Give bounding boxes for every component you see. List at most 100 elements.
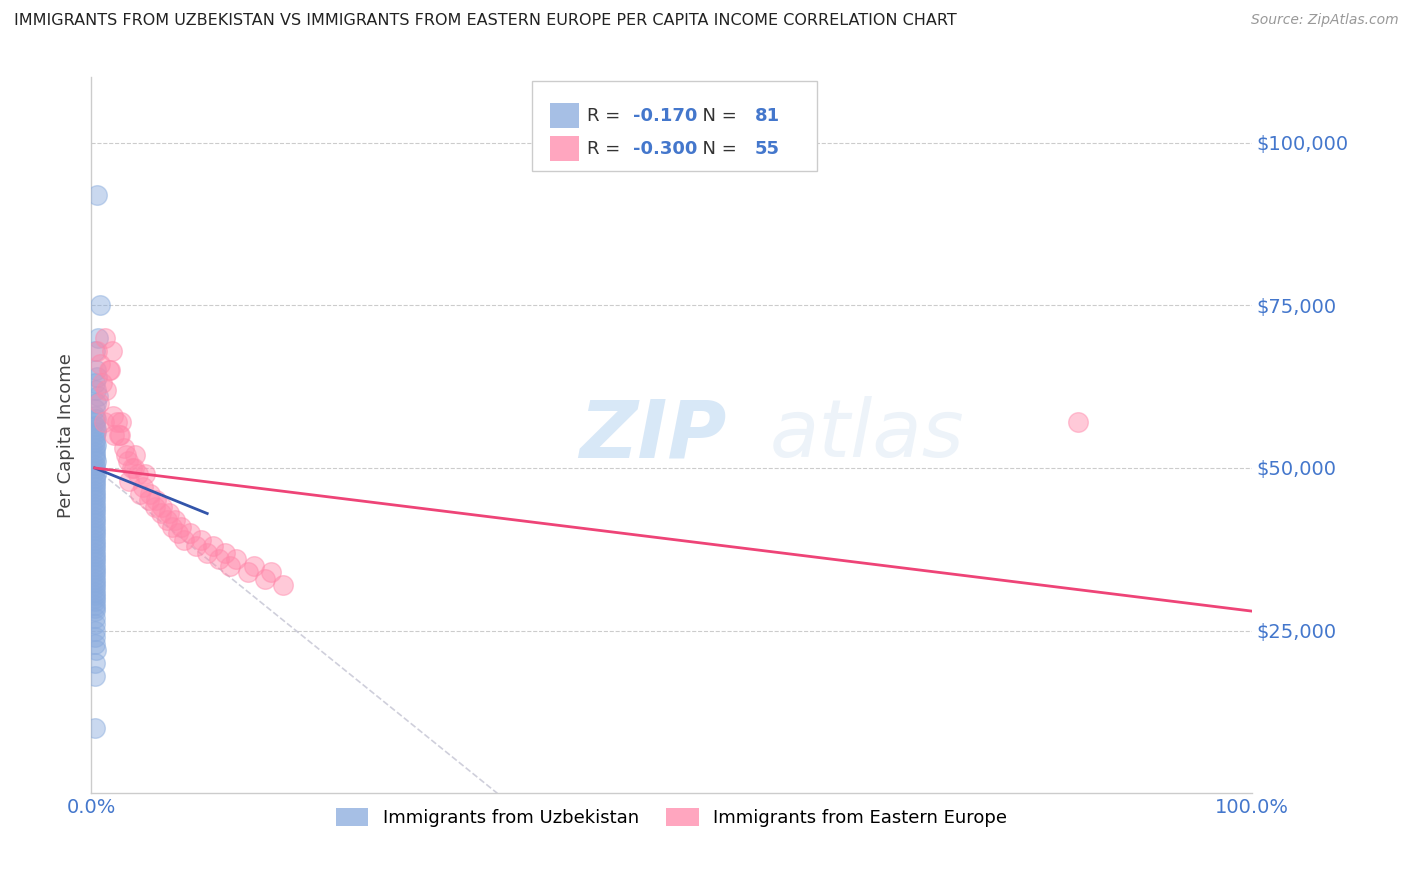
Immigrants from Eastern Europe [127, 467, 149, 482]
Immigrants from Eastern Europe [139, 487, 162, 501]
Immigrants from Uzbekistan [83, 721, 105, 735]
Immigrants from Eastern Europe [150, 500, 173, 514]
Immigrants from Uzbekistan [83, 591, 105, 606]
Immigrants from Eastern Europe [96, 383, 118, 397]
Immigrants from Uzbekistan [83, 507, 105, 521]
Text: 81: 81 [755, 107, 780, 125]
Immigrants from Eastern Europe [103, 409, 125, 423]
Immigrants from Uzbekistan [83, 624, 105, 638]
Immigrants from Eastern Europe [108, 428, 131, 442]
Immigrants from Uzbekistan [83, 600, 105, 615]
Immigrants from Uzbekistan [83, 562, 105, 576]
Immigrants from Eastern Europe [184, 539, 207, 553]
Immigrants from Uzbekistan [83, 545, 105, 559]
Immigrants from Eastern Europe [105, 416, 128, 430]
Immigrants from Uzbekistan [83, 500, 105, 514]
Immigrants from Uzbekistan [83, 617, 105, 632]
Immigrants from Eastern Europe [97, 363, 120, 377]
Immigrants from Uzbekistan [84, 438, 107, 452]
Immigrants from Eastern Europe [254, 572, 277, 586]
Immigrants from Eastern Europe [1067, 416, 1090, 430]
Immigrants from Eastern Europe [225, 552, 247, 566]
Immigrants from Uzbekistan [83, 519, 105, 533]
Immigrants from Eastern Europe [121, 461, 143, 475]
Immigrants from Eastern Europe [117, 454, 139, 468]
Immigrants from Uzbekistan [83, 598, 105, 612]
Immigrants from Uzbekistan [83, 568, 105, 582]
Immigrants from Uzbekistan [83, 669, 105, 683]
Immigrants from Uzbekistan [86, 187, 108, 202]
Immigrants from Uzbekistan [83, 503, 105, 517]
Immigrants from Uzbekistan [83, 416, 105, 430]
Immigrants from Eastern Europe [129, 487, 152, 501]
Immigrants from Uzbekistan [83, 490, 105, 504]
Immigrants from Eastern Europe [149, 507, 172, 521]
Immigrants from Uzbekistan [83, 516, 105, 531]
Y-axis label: Per Capita Income: Per Capita Income [58, 353, 75, 518]
Immigrants from Uzbekistan [86, 369, 108, 384]
Immigrants from Uzbekistan [83, 552, 105, 566]
Immigrants from Uzbekistan [84, 383, 107, 397]
Immigrants from Eastern Europe [162, 519, 184, 533]
Immigrants from Eastern Europe [138, 493, 160, 508]
Immigrants from Uzbekistan [83, 529, 105, 543]
Immigrants from Uzbekistan [83, 656, 105, 670]
Immigrants from Eastern Europe [173, 533, 195, 547]
Immigrants from Uzbekistan [83, 434, 105, 449]
Immigrants from Eastern Europe [108, 428, 131, 442]
Immigrants from Eastern Europe [101, 343, 124, 358]
Immigrants from Eastern Europe [202, 539, 225, 553]
Immigrants from Uzbekistan [83, 558, 105, 573]
Immigrants from Uzbekistan [84, 454, 107, 468]
Immigrants from Uzbekistan [83, 432, 105, 446]
Immigrants from Eastern Europe [103, 428, 125, 442]
Immigrants from Uzbekistan [84, 422, 107, 436]
Immigrants from Uzbekistan [83, 464, 105, 478]
Immigrants from Eastern Europe [145, 493, 167, 508]
Immigrants from Eastern Europe [143, 500, 166, 514]
Immigrants from Uzbekistan [87, 389, 110, 403]
Immigrants from Uzbekistan [83, 604, 105, 618]
Bar [550, 136, 579, 161]
Immigrants from Eastern Europe [195, 545, 218, 559]
Immigrants from Eastern Europe [167, 526, 190, 541]
FancyBboxPatch shape [533, 81, 817, 170]
Immigrants from Uzbekistan [83, 451, 105, 466]
Immigrants from Uzbekistan [83, 572, 105, 586]
Immigrants from Uzbekistan [83, 458, 105, 472]
Immigrants from Uzbekistan [83, 444, 105, 458]
Immigrants from Uzbekistan [83, 428, 105, 442]
Immigrants from Eastern Europe [179, 526, 201, 541]
Immigrants from Uzbekistan [83, 526, 105, 541]
Immigrants from Eastern Europe [132, 480, 155, 494]
Immigrants from Uzbekistan [83, 477, 105, 491]
Immigrants from Uzbekistan [84, 396, 107, 410]
Immigrants from Eastern Europe [118, 474, 141, 488]
Immigrants from Uzbekistan [83, 594, 105, 608]
Immigrants from Uzbekistan [83, 471, 105, 485]
Text: atlas: atlas [770, 396, 965, 475]
Text: R =: R = [586, 107, 626, 125]
Immigrants from Uzbekistan [83, 409, 105, 423]
Immigrants from Uzbekistan [83, 574, 105, 589]
Text: R =: R = [586, 140, 626, 158]
Immigrants from Eastern Europe [94, 331, 117, 345]
Immigrants from Eastern Europe [134, 467, 156, 482]
Immigrants from Uzbekistan [83, 418, 105, 433]
Text: ZIP: ZIP [579, 396, 725, 475]
Immigrants from Uzbekistan [83, 493, 105, 508]
Immigrants from Uzbekistan [84, 363, 107, 377]
Text: -0.300: -0.300 [633, 140, 697, 158]
Immigrants from Eastern Europe [90, 376, 112, 391]
Immigrants from Uzbekistan [83, 542, 105, 557]
Immigrants from Uzbekistan [83, 533, 105, 547]
Immigrants from Uzbekistan [83, 461, 105, 475]
Text: 55: 55 [755, 140, 780, 158]
Text: Source: ZipAtlas.com: Source: ZipAtlas.com [1251, 13, 1399, 28]
Immigrants from Eastern Europe [93, 416, 115, 430]
Immigrants from Uzbekistan [89, 298, 111, 312]
Immigrants from Uzbekistan [83, 588, 105, 602]
Text: IMMIGRANTS FROM UZBEKISTAN VS IMMIGRANTS FROM EASTERN EUROPE PER CAPITA INCOME C: IMMIGRANTS FROM UZBEKISTAN VS IMMIGRANTS… [14, 13, 957, 29]
Text: -0.170: -0.170 [633, 107, 697, 125]
Text: N =: N = [692, 140, 742, 158]
